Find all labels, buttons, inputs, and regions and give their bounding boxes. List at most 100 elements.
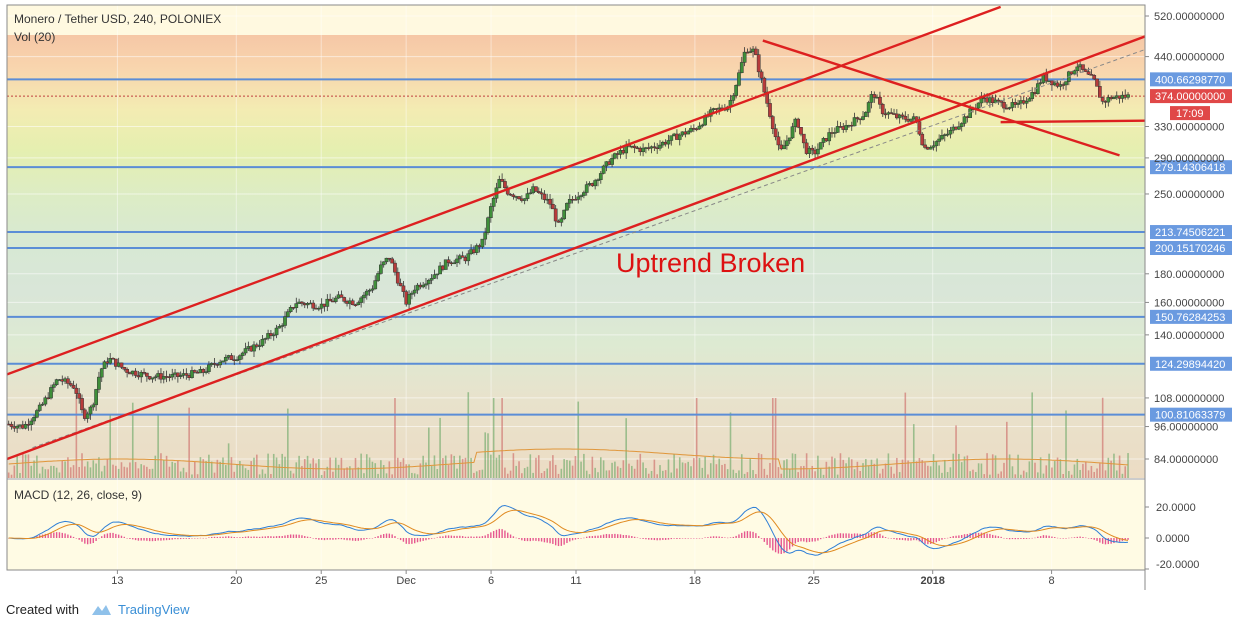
macd-histogram-bar xyxy=(165,538,168,541)
candle xyxy=(559,217,564,227)
macd-histogram-bar xyxy=(168,538,171,541)
candle xyxy=(889,108,894,115)
level-tag xyxy=(1150,160,1232,175)
candle xyxy=(294,297,299,313)
macd-histogram-bar xyxy=(1003,537,1005,539)
volume-bar xyxy=(24,454,27,478)
macd-histogram-bar xyxy=(958,535,960,538)
macd-histogram-bar xyxy=(225,536,227,538)
volume-bar xyxy=(814,471,816,478)
volume-bar xyxy=(492,398,495,478)
trend-line xyxy=(7,5,1002,376)
volume-bar xyxy=(698,458,701,478)
volume-bar xyxy=(918,458,921,478)
volume-bar xyxy=(614,461,616,478)
volume-bar xyxy=(1017,454,1019,478)
volume-bar xyxy=(261,469,264,478)
volume-bar xyxy=(537,455,540,478)
candle xyxy=(269,330,273,340)
macd-histogram-bar xyxy=(507,532,509,538)
macd-histogram-bar xyxy=(134,538,137,541)
macd-histogram-bar xyxy=(1062,538,1064,539)
volume-bar xyxy=(1059,459,1062,478)
volume-bar xyxy=(755,474,757,478)
volume-bar xyxy=(67,457,69,478)
volume-bar xyxy=(151,468,154,478)
candle xyxy=(762,76,767,94)
volume-bar xyxy=(1065,410,1067,478)
macd-histogram-bar xyxy=(1093,538,1095,540)
macd-histogram-bar xyxy=(318,538,320,540)
macd-histogram-bar xyxy=(154,538,157,541)
candle xyxy=(339,290,344,298)
candle xyxy=(94,388,98,411)
candle xyxy=(759,69,764,83)
macd-histogram-bar xyxy=(986,533,988,538)
volume-bar xyxy=(504,467,506,478)
candle xyxy=(460,251,465,258)
volume-bar xyxy=(743,473,746,478)
candle xyxy=(567,194,572,209)
candle xyxy=(353,303,358,307)
volume-bar xyxy=(1082,463,1084,478)
candle xyxy=(283,311,287,329)
macd-histogram-bar xyxy=(831,534,833,538)
macd-histogram-bar xyxy=(1076,536,1078,538)
volume-bar xyxy=(453,455,455,478)
volume-bar xyxy=(1070,474,1073,478)
volume-bar xyxy=(681,462,684,478)
volume-bar xyxy=(1084,461,1087,478)
candle xyxy=(85,411,90,423)
macd-histogram-bar xyxy=(597,535,599,538)
macd-histogram-bar xyxy=(106,533,109,538)
volume-bar xyxy=(436,469,439,478)
candle xyxy=(243,342,248,356)
candle xyxy=(373,275,378,290)
macd-histogram-bar xyxy=(760,538,763,539)
candle xyxy=(9,421,14,430)
macd-histogram-bar xyxy=(591,536,594,538)
macd-histogram-bar xyxy=(862,533,864,538)
volume-bar xyxy=(461,458,464,478)
volume-bar xyxy=(729,412,732,478)
macd-histogram-bar xyxy=(963,534,966,538)
macd-histogram-bar xyxy=(256,536,258,538)
candle xyxy=(452,259,457,265)
macd-histogram-bar xyxy=(904,538,907,541)
macd-histogram-bar xyxy=(783,538,785,554)
candle xyxy=(1126,92,1130,100)
volume-bar xyxy=(506,473,509,478)
tradingview-link[interactable]: TradingView xyxy=(118,602,190,617)
macd-histogram-bar xyxy=(994,535,997,538)
macd-histogram-bar xyxy=(941,538,943,540)
candle xyxy=(207,361,211,375)
macd-histogram-bar xyxy=(188,538,190,539)
macd-histogram-bar xyxy=(1096,538,1098,541)
volume-bar xyxy=(935,461,938,478)
macd-histogram-bar xyxy=(498,528,500,538)
macd-histogram-bar xyxy=(95,538,97,541)
candle xyxy=(271,332,276,341)
volume-bar xyxy=(95,463,97,478)
candle xyxy=(790,122,795,140)
macd-histogram-bar xyxy=(67,534,69,538)
candle xyxy=(852,112,857,127)
volume-bar xyxy=(185,472,188,478)
countdown-tag xyxy=(1170,106,1210,121)
macd-histogram-bar xyxy=(1124,538,1126,541)
macd-histogram-bar xyxy=(521,538,523,541)
macd-histogram-bar xyxy=(789,538,791,550)
volume-bar xyxy=(365,454,368,478)
macd-histogram-bar xyxy=(915,538,918,541)
candle xyxy=(548,193,552,209)
macd-histogram-bar xyxy=(191,538,193,539)
volume-bar xyxy=(278,464,281,478)
candle xyxy=(878,91,882,109)
candle xyxy=(161,370,166,384)
macd-histogram-bar xyxy=(230,536,233,538)
macd-histogram-bar xyxy=(825,536,828,538)
candle xyxy=(178,371,183,380)
volume-bar xyxy=(549,461,551,478)
macd-histogram-bar xyxy=(594,535,596,538)
candle xyxy=(1027,96,1032,102)
